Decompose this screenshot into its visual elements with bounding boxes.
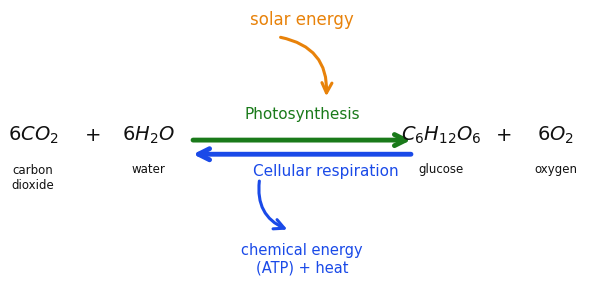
Text: $6O_2$: $6O_2$ <box>537 125 574 147</box>
Text: solar energy: solar energy <box>250 11 354 29</box>
Text: $6CO_2$: $6CO_2$ <box>8 125 59 147</box>
Text: $C_6H_{12}O_6$: $C_6H_{12}O_6$ <box>400 125 481 147</box>
Text: carbon
dioxide: carbon dioxide <box>12 164 54 192</box>
Text: chemical energy
(ATP) + heat: chemical energy (ATP) + heat <box>241 243 363 275</box>
Text: oxygen: oxygen <box>534 163 577 176</box>
Text: $6H_2O$: $6H_2O$ <box>121 125 175 147</box>
Text: +: + <box>85 126 102 145</box>
Text: Photosynthesis: Photosynthesis <box>244 107 360 122</box>
Text: Cellular respiration: Cellular respiration <box>253 164 399 179</box>
Text: +: + <box>496 126 513 145</box>
Text: water: water <box>131 163 165 176</box>
Text: glucose: glucose <box>419 163 463 176</box>
